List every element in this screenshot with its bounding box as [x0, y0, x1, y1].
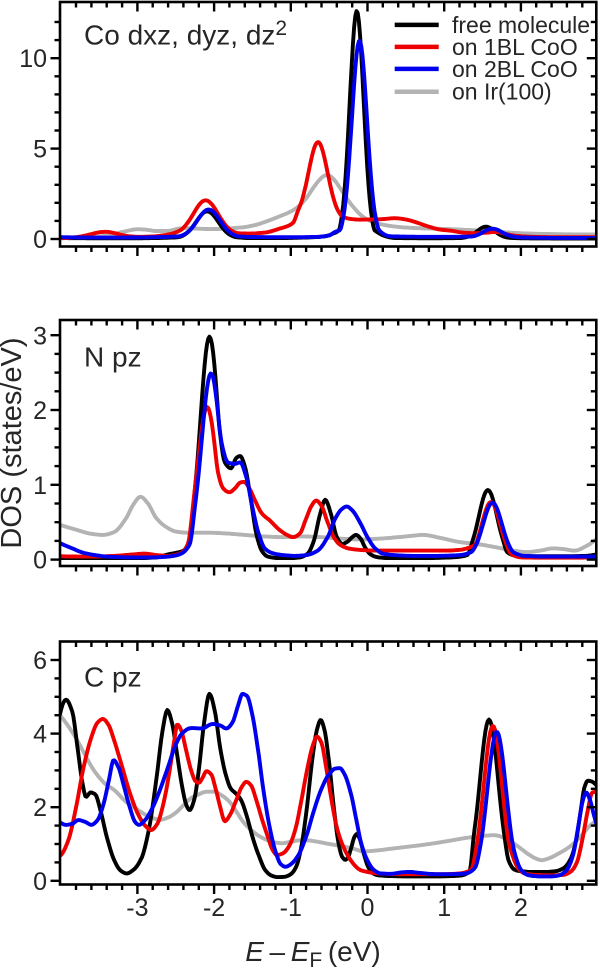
- svg-text:2: 2: [33, 397, 47, 425]
- svg-text:0: 0: [361, 894, 375, 922]
- svg-text:1: 1: [33, 472, 47, 500]
- svg-text:10: 10: [19, 45, 47, 73]
- svg-text:1: 1: [437, 894, 451, 922]
- svg-text:0: 0: [33, 226, 47, 254]
- svg-text:0: 0: [33, 868, 47, 896]
- svg-text:on Ir(100): on Ir(100): [452, 79, 552, 105]
- svg-text:C pz: C pz: [84, 662, 142, 693]
- svg-text:6: 6: [33, 647, 47, 675]
- svg-text:2: 2: [514, 894, 528, 922]
- svg-text:4: 4: [33, 721, 47, 749]
- svg-text:5: 5: [33, 136, 47, 164]
- svg-text:-3: -3: [126, 894, 148, 922]
- svg-text:DOS (states/eV): DOS (states/eV): [0, 337, 28, 548]
- svg-text:Co dxz, dyz, dz2: Co dxz, dyz, dz2: [84, 17, 287, 51]
- svg-text:2: 2: [33, 794, 47, 822]
- svg-text:-2: -2: [203, 894, 225, 922]
- svg-text:N pz: N pz: [84, 341, 142, 372]
- svg-text:0: 0: [33, 547, 47, 575]
- svg-text:3: 3: [33, 322, 47, 350]
- svg-text:on 1BL CoO: on 1BL CoO: [452, 34, 578, 60]
- svg-text:-1: -1: [280, 894, 302, 922]
- svg-text:on 2BL CoO: on 2BL CoO: [452, 56, 578, 82]
- svg-text:free molecule: free molecule: [452, 12, 590, 38]
